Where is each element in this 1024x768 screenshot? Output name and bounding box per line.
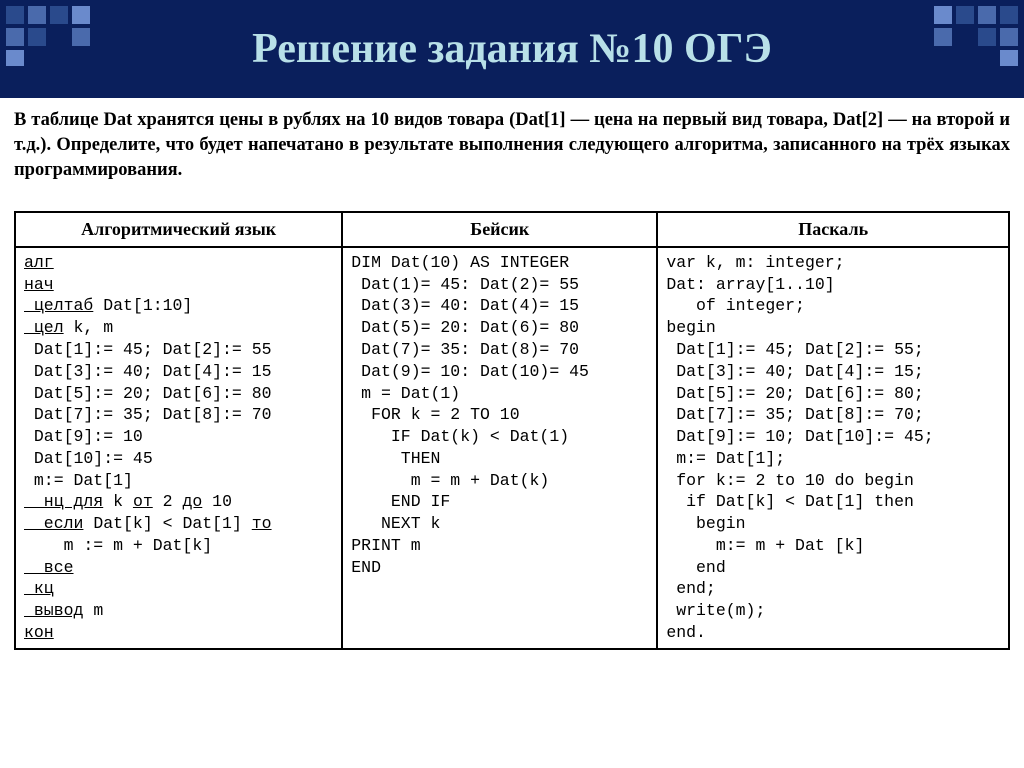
slide-content: В таблице Dat хранятся цены в рублях на … [0,98,1024,660]
decor-squares-left [6,6,96,66]
cell-alg-code: алг нач целтаб Dat[1:10] цел k, m Dat[1]… [15,247,342,649]
cell-pascal-code: var k, m: integer; Dat: array[1..10] of … [657,247,1009,649]
code-table: Алгоритмический язык Бейсик Паскаль алг … [14,211,1010,650]
col-header-pascal: Паскаль [657,212,1009,247]
cell-basic-code: DIM Dat(10) AS INTEGER Dat(1)= 45: Dat(2… [342,247,657,649]
table-row: алг нач целтаб Dat[1:10] цел k, m Dat[1]… [15,247,1009,649]
problem-statement: В таблице Dat хранятся цены в рублях на … [14,108,1010,183]
table-header-row: Алгоритмический язык Бейсик Паскаль [15,212,1009,247]
slide-title: Решение задания №10 ОГЭ [252,25,772,73]
decor-squares-right [928,6,1018,66]
slide-header: Решение задания №10 ОГЭ [0,0,1024,98]
col-header-basic: Бейсик [342,212,657,247]
col-header-alg: Алгоритмический язык [15,212,342,247]
